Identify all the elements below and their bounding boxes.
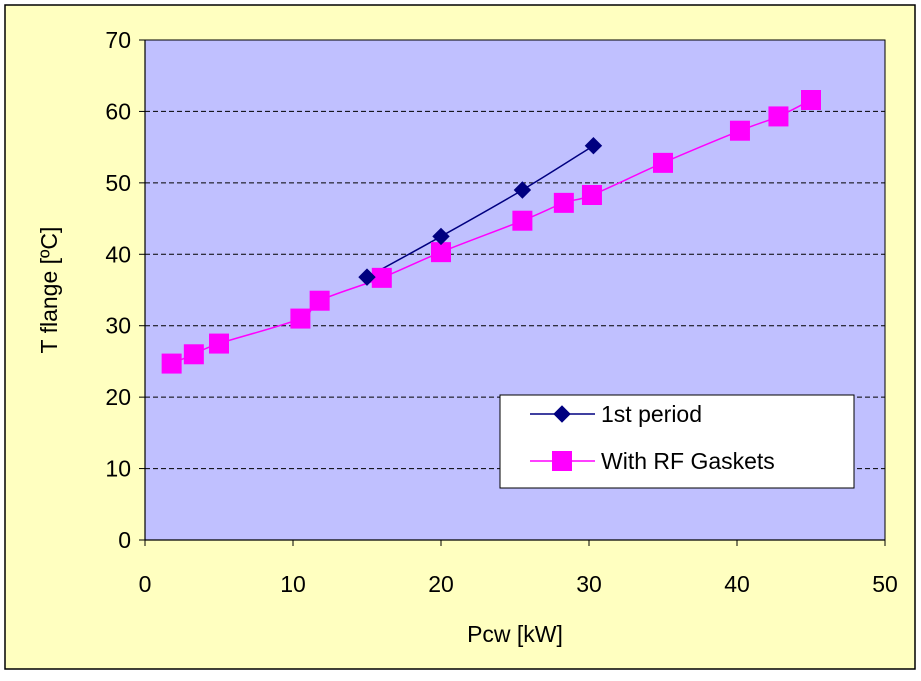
point-with-rf-gaskets-1 xyxy=(183,344,204,365)
point-with-rf-gaskets-4 xyxy=(309,290,330,311)
point-with-rf-gaskets-12 xyxy=(768,106,789,127)
point-1st-period-1 xyxy=(432,227,450,246)
series-line-1st-period xyxy=(366,145,594,278)
axes: 0 10 20 30 40 50 0 10 20 30 40 50 60 70 xyxy=(105,27,897,597)
legend-square-marker xyxy=(552,451,572,471)
point-with-rf-gaskets-8 xyxy=(553,192,574,213)
y-tick-label-70: 70 xyxy=(105,27,131,53)
y-tick-label-20: 20 xyxy=(105,384,131,410)
y-axis-title: T flange [ºC] xyxy=(36,227,62,354)
point-with-rf-gaskets-9 xyxy=(581,185,602,205)
point-1st-period-2 xyxy=(513,181,532,199)
x-axis-title: Pcw [kW] xyxy=(467,621,563,647)
legend-marker-1st-period xyxy=(553,405,571,423)
point-with-rf-gaskets-10 xyxy=(653,152,673,173)
y-tick-label-60: 60 xyxy=(105,98,131,124)
series-line-with-rf-gaskets xyxy=(171,99,812,365)
y-tick-label-30: 30 xyxy=(105,313,131,339)
legend-label-with-rf-gaskets: With RF Gaskets xyxy=(601,448,775,474)
point-1st-period-3 xyxy=(584,137,603,155)
point-with-rf-gaskets-7 xyxy=(512,210,533,231)
point-with-rf-gaskets-0 xyxy=(161,353,182,374)
x-tick-label-20: 20 xyxy=(428,571,454,597)
point-with-rf-gaskets-3 xyxy=(290,308,311,329)
legend-diamond-marker xyxy=(553,405,571,423)
series-layer xyxy=(161,90,821,374)
point-with-rf-gaskets-2 xyxy=(209,333,229,354)
legend-marker-with-rf-gaskets xyxy=(552,451,572,471)
x-tick-label-40: 40 xyxy=(724,571,750,597)
legend: 1st period With RF Gaskets xyxy=(499,394,855,489)
x-tick-label-0: 0 xyxy=(139,571,152,597)
x-tick-label-30: 30 xyxy=(576,571,602,597)
y-tick-label-50: 50 xyxy=(105,170,131,196)
point-1st-period-0 xyxy=(358,268,376,286)
x-tick-label-50: 50 xyxy=(872,571,898,597)
y-tick-label-40: 40 xyxy=(105,241,131,267)
point-with-rf-gaskets-13 xyxy=(801,90,821,110)
legend-label-1st-period: 1st period xyxy=(601,401,702,427)
point-with-rf-gaskets-11 xyxy=(729,120,750,141)
point-with-rf-gaskets-6 xyxy=(431,242,451,263)
point-with-rf-gaskets-5 xyxy=(371,267,392,288)
y-tick-label-0: 0 xyxy=(118,527,131,553)
x-tick-label-10: 10 xyxy=(280,571,306,597)
y-tick-label-10: 10 xyxy=(105,456,131,482)
